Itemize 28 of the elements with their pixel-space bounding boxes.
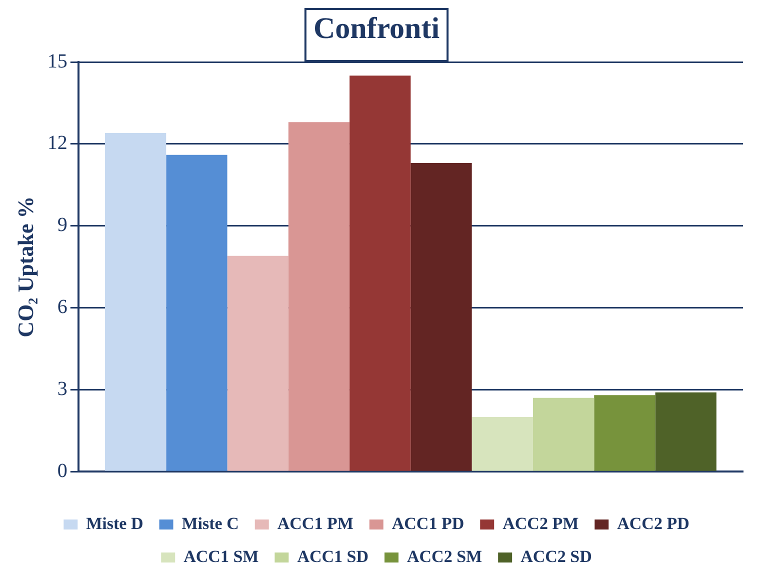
bar bbox=[166, 154, 228, 471]
bar bbox=[104, 133, 166, 471]
legend-label: ACC1 SM bbox=[184, 546, 259, 566]
legend-label: ACC1 PM bbox=[277, 514, 354, 533]
bar bbox=[472, 416, 533, 471]
chart-title: Confronti bbox=[313, 12, 440, 45]
y-tick-label: 0 bbox=[57, 460, 68, 482]
y-tick-label: 15 bbox=[47, 50, 68, 72]
legend-label: ACC1 PD bbox=[392, 514, 464, 533]
bar bbox=[288, 122, 350, 471]
y-tick-label: 9 bbox=[57, 214, 68, 236]
legend-label: ACC2 SD bbox=[520, 546, 592, 566]
y-tick-label: 3 bbox=[57, 378, 68, 400]
legend-label: Miste D bbox=[86, 514, 144, 533]
bar bbox=[350, 76, 411, 471]
legend-label: ACC2 SM bbox=[407, 546, 482, 566]
legend-label: ACC1 SD bbox=[297, 546, 368, 566]
y-axis-title: CO₂ Uptake % bbox=[12, 196, 38, 338]
legend-label: ACC2 PM bbox=[502, 514, 579, 533]
bar bbox=[532, 398, 594, 471]
y-tick-label: 12 bbox=[47, 132, 68, 154]
y-tick-label: 6 bbox=[57, 296, 68, 318]
legend-label: Miste C bbox=[182, 514, 239, 533]
legend-label: ACC2 PD bbox=[617, 514, 690, 533]
bar bbox=[594, 395, 656, 471]
bar bbox=[227, 256, 288, 471]
bar bbox=[410, 163, 472, 471]
bar bbox=[655, 392, 716, 471]
